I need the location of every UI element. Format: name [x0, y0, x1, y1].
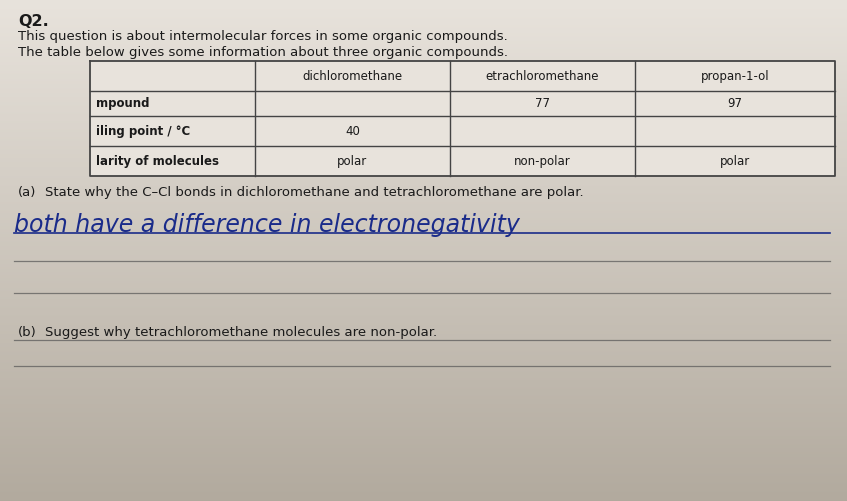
Text: 77: 77 [535, 97, 550, 110]
Text: 40: 40 [345, 125, 360, 137]
Text: non-polar: non-polar [514, 154, 571, 167]
Text: 97: 97 [728, 97, 743, 110]
Text: The table below gives some information about three organic compounds.: The table below gives some information a… [18, 46, 508, 59]
Text: polar: polar [720, 154, 750, 167]
Text: This question is about intermolecular forces in some organic compounds.: This question is about intermolecular fo… [18, 30, 507, 43]
Text: Q2.: Q2. [18, 14, 49, 29]
Text: polar: polar [337, 154, 368, 167]
Text: etrachloromethane: etrachloromethane [485, 70, 599, 83]
Text: dichloromethane: dichloromethane [302, 70, 402, 83]
Text: mpound: mpound [96, 97, 150, 110]
Text: (a): (a) [18, 186, 36, 199]
Text: Suggest why tetrachloromethane molecules are non-polar.: Suggest why tetrachloromethane molecules… [45, 326, 437, 339]
Bar [90, 61, 835, 176]
Text: (b): (b) [18, 326, 36, 339]
Text: iling point / °C: iling point / °C [96, 125, 191, 137]
Text: both have a difference in electronegativity: both have a difference in electronegativ… [14, 213, 520, 237]
Text: larity of molecules: larity of molecules [96, 154, 219, 167]
Text: State why the C–Cl bonds in dichloromethane and tetrachloromethane are polar.: State why the C–Cl bonds in dichlorometh… [45, 186, 584, 199]
Text: propan-1-ol: propan-1-ol [700, 70, 769, 83]
